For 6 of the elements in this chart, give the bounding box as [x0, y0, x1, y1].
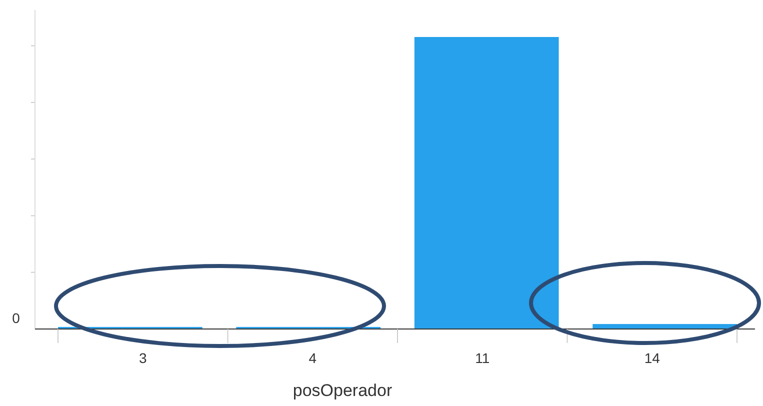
x-tick-label: 4	[308, 350, 317, 366]
text: 0	[12, 310, 20, 326]
x-tick-label: 3	[138, 350, 147, 366]
x-axis-title: posOperador	[292, 381, 392, 400]
x-tick-label: 14	[644, 350, 660, 366]
x-tick-label: 11	[475, 350, 490, 366]
